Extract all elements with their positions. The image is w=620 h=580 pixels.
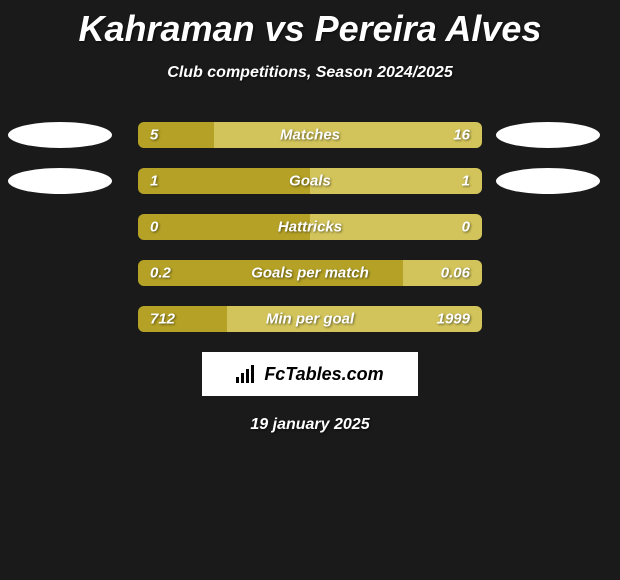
- left-badge: [8, 122, 112, 148]
- right-value: 0: [462, 219, 470, 236]
- subtitle: Club competitions, Season 2024/2025: [0, 64, 620, 82]
- page-title: Kahraman vs Pereira Alves: [0, 0, 620, 50]
- right-value: 1999: [437, 311, 470, 328]
- left-value: 1: [150, 173, 158, 190]
- right-value: 1: [462, 173, 470, 190]
- stat-label: Goals per match: [251, 265, 369, 282]
- stat-row: 1 1 Goals: [0, 168, 620, 194]
- right-value: 16: [453, 127, 470, 144]
- stat-label: Goals: [289, 173, 331, 190]
- stat-label: Matches: [280, 127, 340, 144]
- stats-container: 5 16 Matches 1 1 Goals 0 0 Hattricks 0.2 0.06 Goals…: [0, 122, 620, 332]
- left-value: 5: [150, 127, 158, 144]
- right-badge: [496, 168, 600, 194]
- bar-right-fill: [214, 122, 482, 148]
- chart-icon: [236, 365, 258, 383]
- stat-row: 0.2 0.06 Goals per match: [0, 260, 620, 286]
- bar-right-fill: [310, 168, 482, 194]
- stat-bar: 5 16 Matches: [138, 122, 482, 148]
- bar-left-fill: [138, 168, 310, 194]
- stat-row: 0 0 Hattricks: [0, 214, 620, 240]
- stat-bar: 712 1999 Min per goal: [138, 306, 482, 332]
- brand-box: FcTables.com: [202, 352, 418, 396]
- stat-label: Hattricks: [278, 219, 342, 236]
- left-value: 712: [150, 311, 175, 328]
- right-value: 0.06: [441, 265, 470, 282]
- left-badge: [8, 168, 112, 194]
- stat-bar: 0.2 0.06 Goals per match: [138, 260, 482, 286]
- stat-label: Min per goal: [266, 311, 354, 328]
- left-value: 0: [150, 219, 158, 236]
- brand-text: FcTables.com: [264, 364, 383, 385]
- right-badge: [496, 122, 600, 148]
- left-value: 0.2: [150, 265, 171, 282]
- stat-row: 5 16 Matches: [0, 122, 620, 148]
- stat-bar: 1 1 Goals: [138, 168, 482, 194]
- date-text: 19 january 2025: [0, 416, 620, 434]
- stat-bar: 0 0 Hattricks: [138, 214, 482, 240]
- stat-row: 712 1999 Min per goal: [0, 306, 620, 332]
